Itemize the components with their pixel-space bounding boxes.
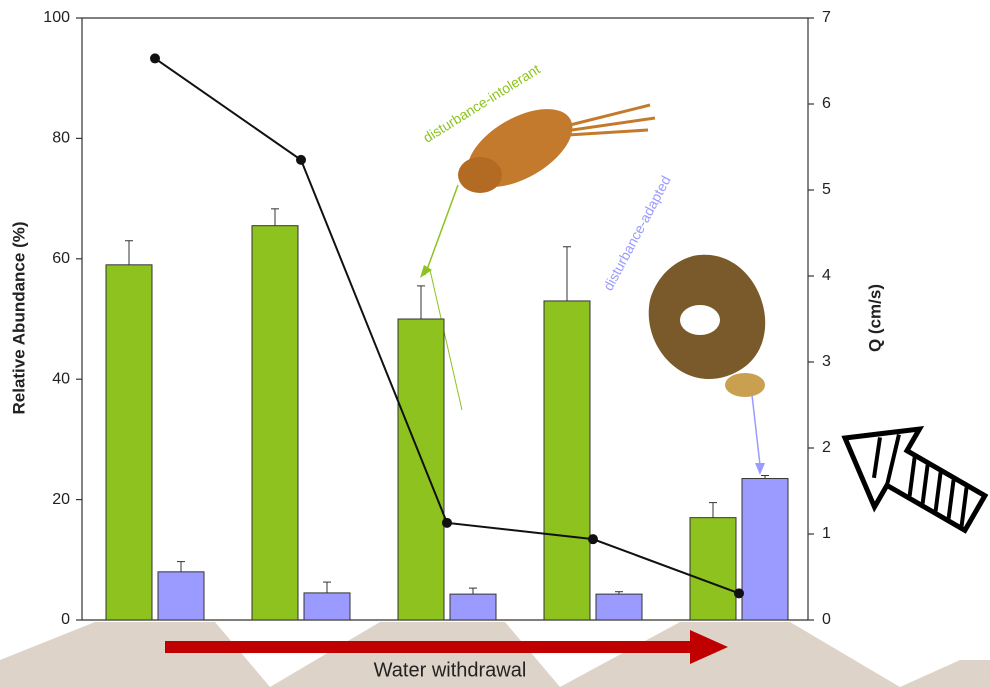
y2-tick-label: 0 (822, 611, 831, 628)
y-tick-label: 80 (52, 130, 70, 147)
flatworm-illustration (648, 254, 766, 475)
error-bar (271, 208, 279, 226)
bar (543, 300, 591, 621)
y2-tick-label: 3 (822, 353, 831, 370)
y2-tick-label: 1 (822, 525, 831, 542)
line-point (150, 53, 160, 64)
y-tick-label: 40 (52, 370, 70, 387)
y2-tick-label: 5 (822, 181, 831, 198)
pointer-arrow (841, 425, 989, 534)
y-tick-label: 100 (43, 9, 70, 26)
bar (157, 571, 205, 621)
y-axis-label: Relative Abundance (%) (9, 221, 28, 414)
y-tick-label: 60 (52, 250, 70, 267)
bar (105, 264, 153, 621)
series-label: disturbance-adapted (600, 173, 674, 293)
line-point (296, 154, 306, 165)
y2-tick-label: 7 (822, 9, 831, 26)
error-bar (709, 502, 717, 518)
y2-tick-label: 2 (822, 439, 831, 456)
y2-axis-label: Q (cm/s) (865, 284, 884, 352)
y-tick-label: 0 (61, 611, 70, 628)
line-point (734, 588, 744, 599)
ground-decoration (0, 622, 990, 687)
line-point (442, 517, 452, 528)
error-bar (615, 591, 623, 595)
y2-tick-label: 4 (822, 267, 831, 284)
error-bar (417, 285, 425, 319)
bar (303, 592, 351, 621)
bar (689, 517, 737, 621)
bar (595, 593, 643, 621)
bar (449, 593, 497, 621)
y-tick-label: 20 (52, 491, 70, 508)
error-bar (761, 475, 769, 479)
annotation: Water withdrawal (374, 659, 527, 681)
mayfly-illustration (420, 103, 656, 411)
bar (741, 478, 789, 621)
error-bar (125, 240, 133, 265)
bar (397, 318, 445, 621)
error-bar (177, 561, 185, 572)
error-bar (563, 246, 571, 301)
line-point (588, 534, 598, 545)
withdrawal-arrow (165, 630, 728, 664)
y2-tick-label: 6 (822, 95, 831, 112)
bar (251, 225, 299, 621)
error-bar (323, 581, 331, 593)
error-bar (469, 587, 477, 595)
